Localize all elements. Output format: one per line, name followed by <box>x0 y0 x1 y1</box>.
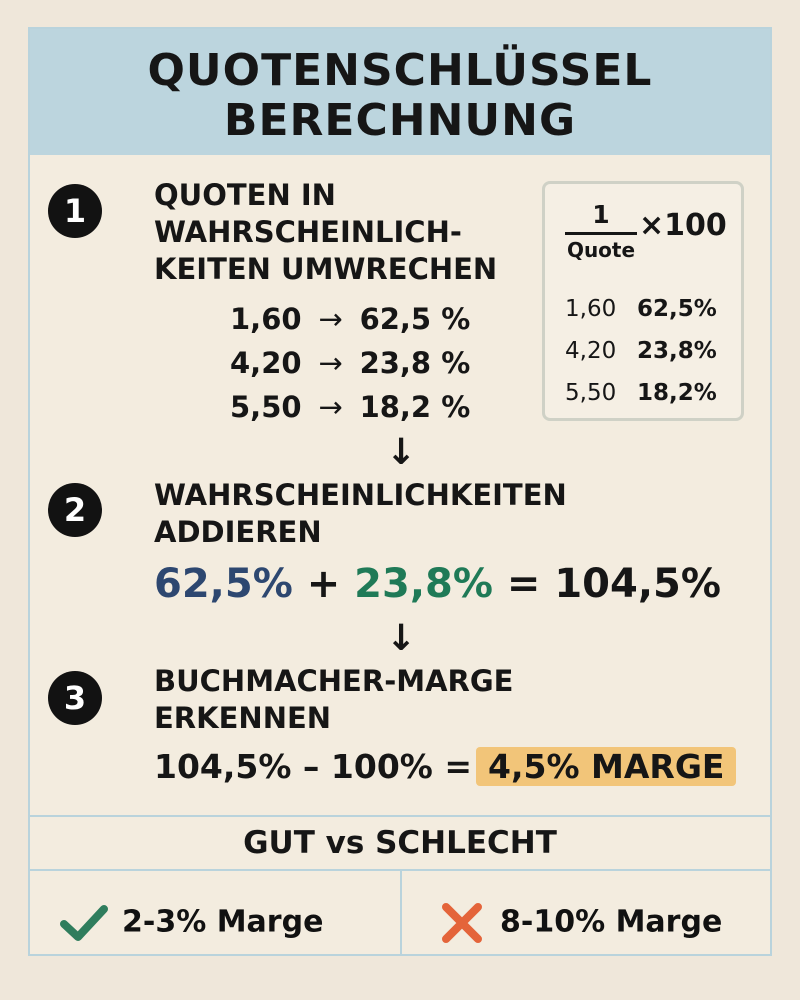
step-3-heading-line-2: ERKENNEN <box>154 701 332 735</box>
formula-row-probability: 62,5% <box>637 296 717 322</box>
conversion-odds: 4,20 <box>230 346 302 380</box>
down-arrow-icon: ↓ <box>386 432 417 473</box>
title-header: QUOTENSCHLÜSSEL BERECHNUNG <box>30 29 770 155</box>
good-margin: 2-3% Marge <box>60 899 323 947</box>
step-3-number: 3 <box>48 671 102 725</box>
conversion-odds: 1,60 <box>230 302 302 336</box>
conversion-probability: 18,2 % <box>359 390 471 424</box>
step-1-heading-line-3: KEITEN UMWRECHEN <box>154 252 498 286</box>
formula-row-odds: 1,60 <box>565 296 617 322</box>
title-line-2: BERECHNUNG <box>223 95 577 146</box>
sum-equation: 62,5% + 23,8% = 104,5% <box>154 561 721 607</box>
formula-numerator: 1 <box>592 200 610 229</box>
right-arrow-icon: → <box>318 346 343 380</box>
right-arrow-icon: → <box>318 302 343 336</box>
conversion-row: 4,20 → 23,8 % <box>230 346 470 380</box>
check-icon <box>60 905 108 941</box>
comparison-title: GUT vs SCHLECHT <box>243 825 557 861</box>
step-2-heading-line-2: ADDIEREN <box>154 515 322 549</box>
conversion-probability: 62,5 % <box>359 302 471 336</box>
margin-equation: 104,5% – 100% = 4,5% MARGE <box>154 747 737 786</box>
sum-result: 104,5% <box>554 561 721 607</box>
formula-row: 1,60 62,5% <box>565 296 717 322</box>
formula-row-odds: 4,20 <box>565 338 617 364</box>
infographic-card: QUOTENSCHLÜSSEL BERECHNUNG 1 QUOTEN IN W… <box>28 27 772 956</box>
conversion-odds: 5,50 <box>230 390 302 424</box>
step-1-heading: QUOTEN IN WAHRSCHEINLICH- KEITEN UMWRECH… <box>154 177 497 288</box>
formula-row: 5,50 18,2% <box>565 380 717 406</box>
bad-margin: 8-10% Marge <box>438 899 722 947</box>
good-margin-label: 2-3% Marge <box>122 904 324 940</box>
down-arrow-icon: ↓ <box>386 618 417 659</box>
step-1-heading-line-1: QUOTEN IN <box>154 178 336 212</box>
formula-denominator: Quote <box>566 238 636 262</box>
title-line-1: QUOTENSCHLÜSSEL <box>147 45 653 96</box>
margin-expression: 104,5% – 100% = <box>154 747 473 786</box>
right-arrow-icon: → <box>318 390 343 424</box>
formula-row: 4,20 23,8% <box>565 338 717 364</box>
section-divider <box>30 869 770 871</box>
cross-icon <box>442 903 482 943</box>
margin-badge: 4,5% MARGE <box>476 747 737 786</box>
step-2-number: 2 <box>48 483 102 537</box>
step-3-heading: BUCHMACHER-MARGE ERKENNEN <box>154 663 513 737</box>
section-divider <box>30 815 770 817</box>
sum-term-1: 62,5% <box>154 561 293 607</box>
step-2-heading-line-1: WAHRSCHEINLICHKEITEN <box>154 478 567 512</box>
conversion-row: 5,50 → 18,2 % <box>230 390 470 424</box>
conversion-row: 1,60 → 62,5 % <box>230 302 470 336</box>
comparison-row: 2-3% Marge 8-10% Marge <box>30 871 770 956</box>
formula-row-probability: 23,8% <box>637 338 717 364</box>
bad-margin-label: 8-10% Marge <box>500 904 723 940</box>
fraction-bar <box>565 232 637 235</box>
step-1-number: 1 <box>48 184 102 238</box>
comparison-divider <box>400 871 402 956</box>
formula-fraction: 1 Quote <box>565 200 637 263</box>
step-1-heading-line-2: WAHRSCHEINLICH- <box>154 215 462 249</box>
formula-row-odds: 5,50 <box>565 380 617 406</box>
step-3-heading-line-1: BUCHMACHER-MARGE <box>154 664 514 698</box>
formula-row-probability: 18,2% <box>637 380 717 406</box>
conversion-probability: 23,8 % <box>359 346 471 380</box>
formula-multiplier: ×100 <box>639 208 727 243</box>
sum-term-2: 23,8% <box>354 561 493 607</box>
plus-sign: + <box>306 561 341 607</box>
equals-sign: = <box>506 561 541 607</box>
formula-box: 1 Quote ×100 1,60 62,5% 4,20 23,8% 5,50 18,… <box>542 181 744 421</box>
step-2-heading: WAHRSCHEINLICHKEITEN ADDIEREN <box>154 477 567 551</box>
